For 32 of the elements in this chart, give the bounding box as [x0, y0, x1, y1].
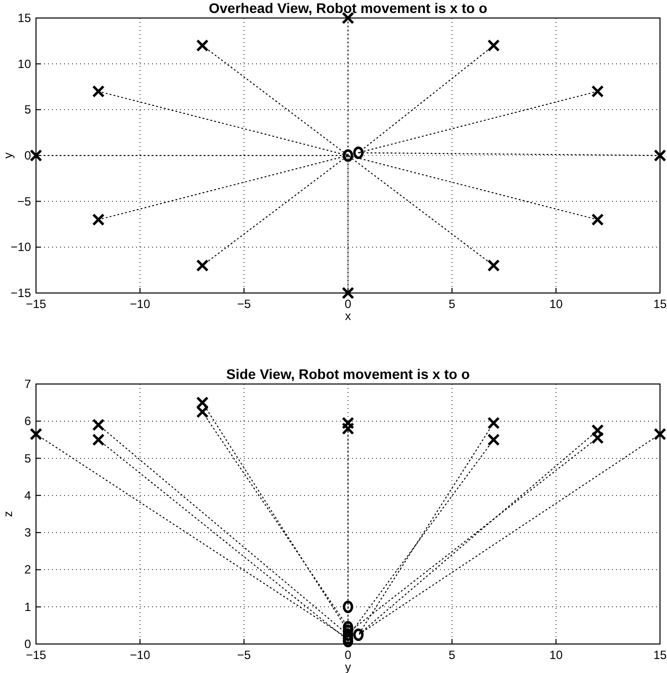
y-tick-label: 5	[24, 102, 32, 117]
y-tick-label: 15	[18, 11, 32, 25]
x-tick-label: 10	[549, 297, 563, 311]
x-tick-label: 10	[549, 648, 563, 662]
x-tick-label: 0	[344, 297, 352, 311]
x-tick-label: −10	[130, 297, 150, 311]
chart-title: Overhead View, Robot movement is x to o	[208, 0, 488, 16]
y-tick-label: 3	[24, 526, 32, 540]
x-tick-label: 5	[448, 648, 456, 662]
y-tick-label: 0	[24, 637, 32, 651]
x-tick-label: −10	[130, 648, 150, 662]
x-tick-label: −5	[237, 297, 252, 311]
chart-title: Side View, Robot movement is x to o	[226, 366, 470, 382]
x-tick-label: −5	[237, 648, 252, 662]
y-tick-label: −5	[17, 194, 32, 208]
x-tick-label: 5	[448, 297, 456, 311]
y-tick-label: 6	[24, 414, 32, 428]
y-tick-label: 0	[24, 148, 32, 162]
y-tick-label: −10	[10, 240, 32, 254]
y-tick-label: 4	[24, 488, 32, 502]
x-tick-label: 15	[653, 297, 667, 311]
y-tick-label: 10	[18, 56, 32, 71]
y-tick-label: −15	[10, 286, 32, 300]
x-tick-label: 15	[653, 648, 667, 662]
x-tick-label: 0	[344, 648, 352, 662]
y-tick-label: 2	[24, 562, 32, 577]
y-tick-label: 7	[24, 377, 32, 391]
x-axis-title: x	[345, 309, 351, 323]
y-tick-label: 5	[24, 451, 32, 466]
y-tick-label: 1	[24, 600, 32, 614]
y-axis-title: z	[1, 511, 15, 517]
y-axis-title: y	[1, 152, 15, 158]
